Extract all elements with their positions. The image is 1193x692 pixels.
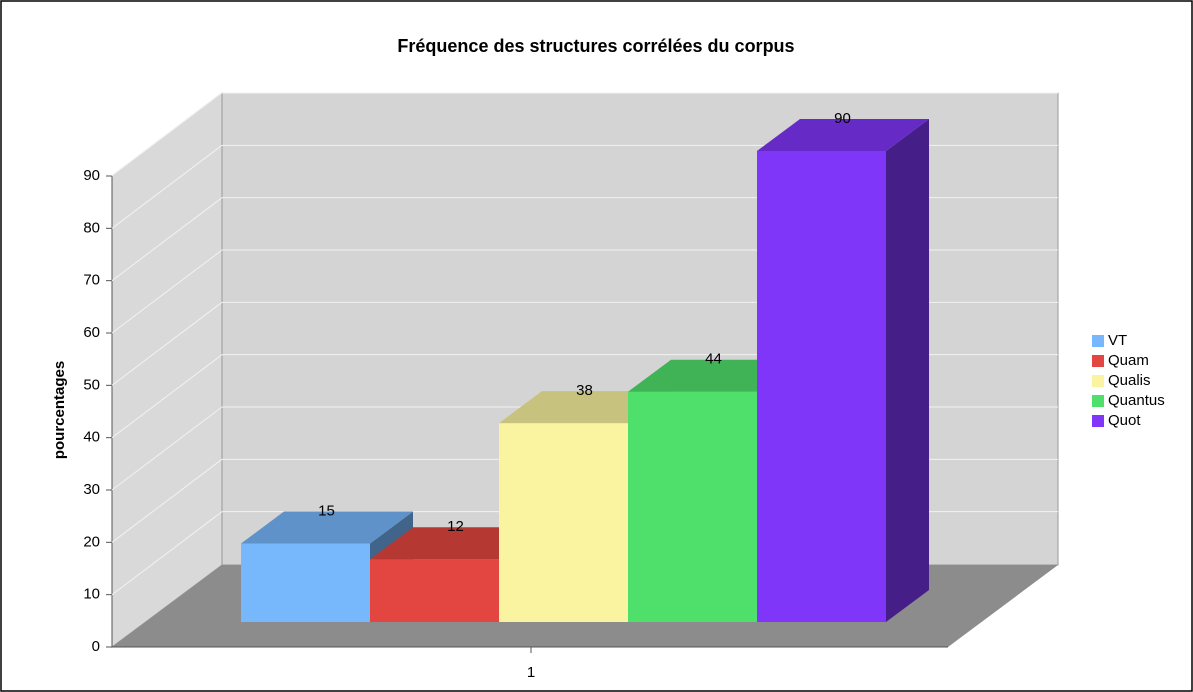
- chart-title: Fréquence des structures corrélées du co…: [397, 36, 794, 56]
- bar: [370, 559, 499, 622]
- legend-label: Quot: [1108, 412, 1141, 429]
- grid-line: [111, 458, 223, 543]
- legend-swatch: [1092, 355, 1104, 367]
- y-tick-label: 80: [83, 219, 100, 236]
- y-tick-label: 0: [92, 638, 100, 655]
- grid-line: [111, 406, 223, 491]
- y-tick-label: 90: [83, 167, 100, 184]
- grid-line: [111, 249, 223, 334]
- y-tick-label: 20: [83, 533, 100, 550]
- value-label: 90: [834, 110, 851, 127]
- left-wall: [111, 91, 223, 648]
- grid-line: [111, 197, 223, 282]
- legend-swatch: [1092, 335, 1104, 347]
- y-tick-label: 60: [83, 324, 100, 341]
- y-axis-label: pourcentages: [51, 361, 68, 459]
- y-tick-label: 40: [83, 429, 100, 446]
- y-tick-label: 30: [83, 481, 100, 498]
- y-tick-label: 50: [83, 376, 100, 393]
- y-tick-label: 70: [83, 272, 100, 289]
- bar: [241, 543, 370, 622]
- value-label: 15: [318, 502, 335, 519]
- legend-swatch: [1092, 415, 1104, 427]
- value-label: 44: [705, 351, 722, 368]
- bar: [628, 391, 757, 622]
- legend-label: Qualis: [1108, 372, 1151, 389]
- legend-swatch: [1092, 375, 1104, 387]
- value-label: 38: [576, 382, 593, 399]
- y-tick-label: 10: [83, 586, 100, 603]
- bar-top: [241, 511, 413, 544]
- grid-line: [111, 354, 223, 439]
- grid-line: [111, 301, 223, 386]
- legend-label: VT: [1108, 332, 1127, 349]
- legend-label: Quam: [1108, 352, 1149, 369]
- bar: [757, 151, 886, 622]
- grid-line: [111, 144, 223, 229]
- legend-swatch: [1092, 395, 1104, 407]
- bar: [499, 423, 628, 622]
- legend-label: Quantus: [1108, 392, 1165, 409]
- x-tick-label: 1: [527, 664, 535, 681]
- grid-line: [111, 511, 223, 596]
- grid-line: [111, 92, 223, 177]
- bar-side: [886, 119, 929, 622]
- value-label: 12: [447, 518, 464, 535]
- bar-top: [757, 119, 929, 151]
